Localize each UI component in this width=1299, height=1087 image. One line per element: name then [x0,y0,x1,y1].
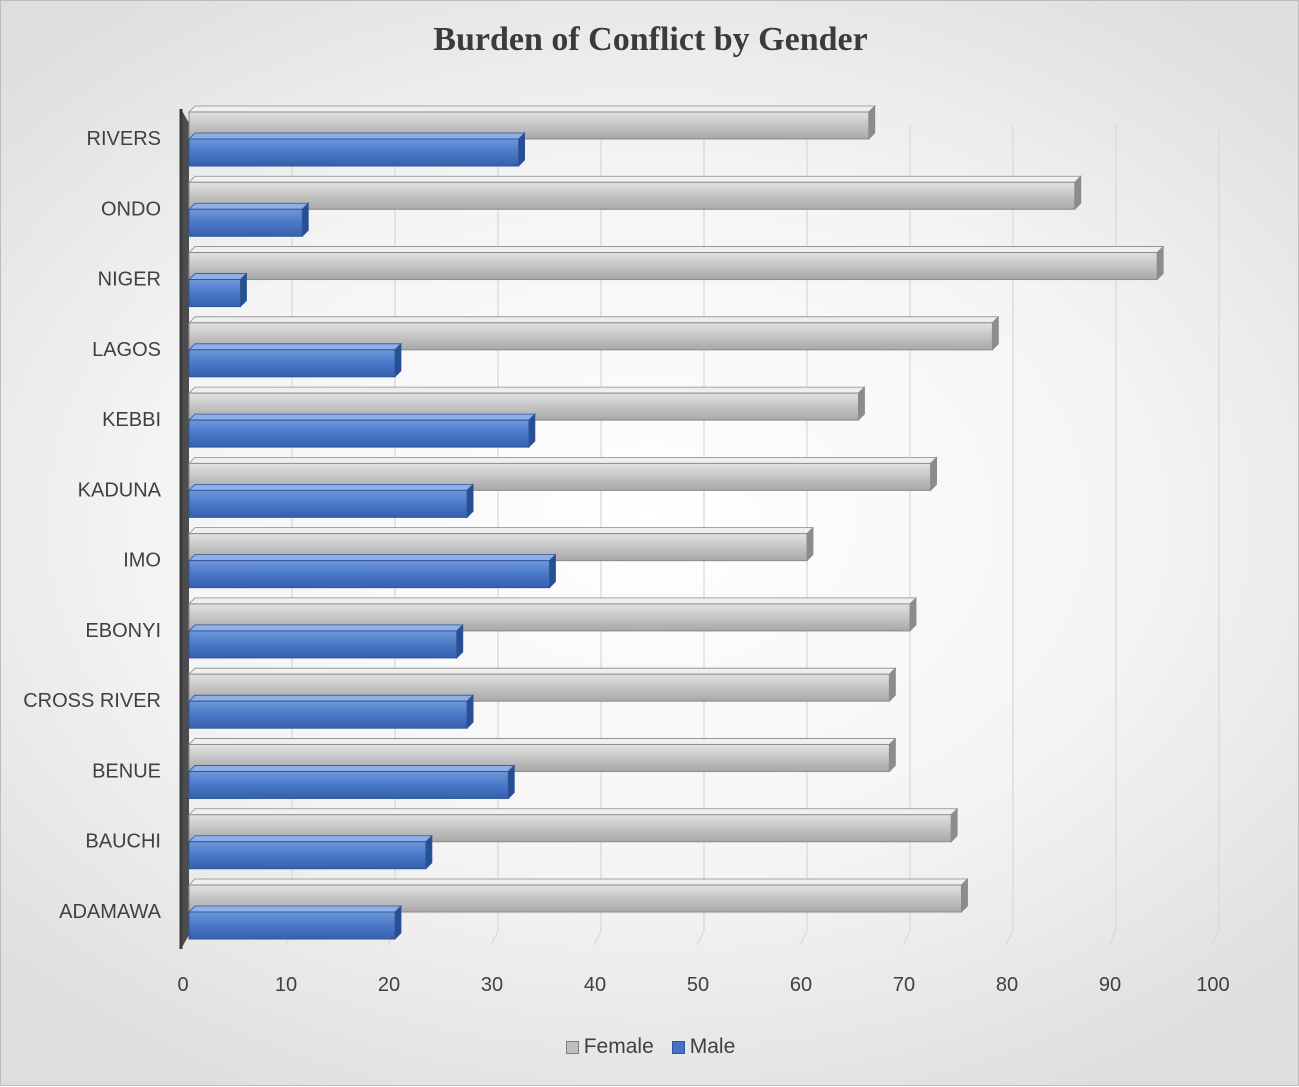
bar-male [188,342,402,378]
x-tick-label: 90 [1099,974,1121,996]
gridline-floor [1005,930,1014,946]
bar-male [188,905,402,940]
x-tick-label: 80 [996,974,1018,996]
y-axis-wall [181,109,189,949]
category-label: KEBBI [102,409,161,431]
x-tick-label: 50 [687,974,709,996]
category-label: IMO [123,550,161,572]
category-label: BENUE [92,760,161,782]
x-tick-label: 20 [378,974,400,996]
bar-male [188,272,248,308]
bar-male [188,413,536,449]
bar-female [188,596,917,632]
legend-swatch [671,1040,685,1054]
bar-male [188,694,475,730]
gridline-floor [799,930,808,946]
category-label: KADUNA [78,479,162,501]
bar-male [188,202,310,238]
x-tick-label: 40 [584,974,606,996]
x-tick-label: 70 [893,974,915,996]
category-label: NIGER [98,269,161,291]
x-tick-label: 0 [177,974,188,996]
bar-female [188,667,897,703]
category-label: LAGOS [92,339,161,361]
bar-male [188,483,475,519]
legend-item-male: Male [671,1035,736,1059]
gridline-floor [1211,930,1220,946]
legend-swatch [565,1040,579,1054]
category-label: RIVERS [87,128,161,150]
x-tick-label: 10 [275,974,297,996]
bar-female [188,175,1082,211]
legend: Female Male [1,1035,1299,1059]
bar-female [188,878,969,913]
gridline-floor [1108,930,1117,946]
gridline-floor [490,930,499,946]
legend-label: Female [583,1035,654,1058]
gridline-floor [902,930,911,946]
category-label: BAUCHI [85,831,161,853]
x-tick-label: 100 [1196,974,1229,996]
category-label: ADAMAWA [59,901,162,923]
bar-female [188,245,1165,281]
bar-male [188,834,433,870]
bar-male [188,132,526,167]
legend-label: Male [689,1035,736,1058]
gridline-floor [593,930,602,946]
category-label: ONDO [101,198,161,220]
chart-title: Burden of Conflict by Gender [433,21,868,58]
bar-male [188,623,464,659]
x-tick-label: 30 [481,974,503,996]
x-tick-label: 60 [790,974,812,996]
bar-male [188,553,557,589]
gridline-floor [696,930,705,946]
category-label: CROSS RIVER [23,690,161,712]
legend-item-female: Female [565,1035,654,1059]
category-label: EBONYI [85,620,161,642]
bar-male [188,764,516,800]
